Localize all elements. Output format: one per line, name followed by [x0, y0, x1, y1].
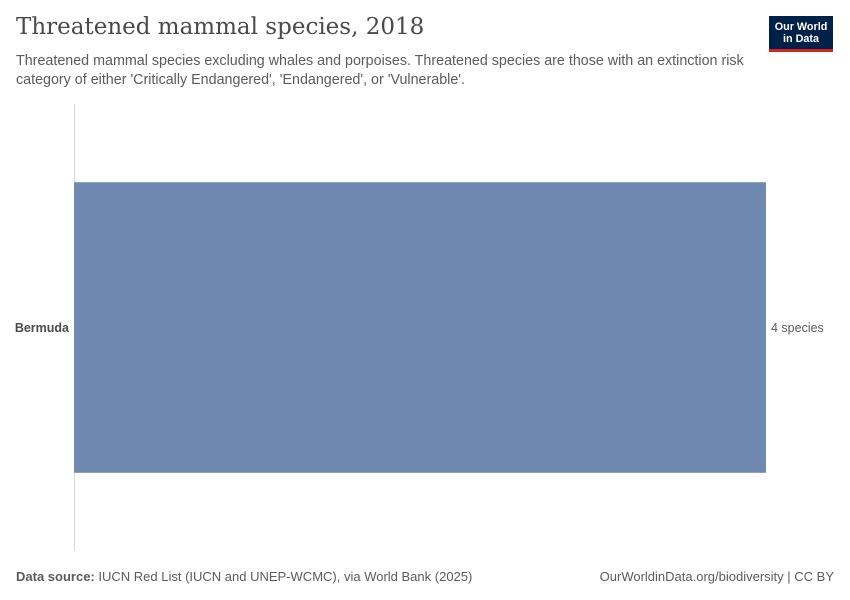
chart-subtitle: Threatened mammal species excluding whal… [16, 53, 744, 88]
category-label: Bermuda [15, 321, 70, 335]
data-source: Data source: IUCN Red List (IUCN and UNE… [16, 569, 472, 584]
value-label: 4 species [771, 321, 824, 335]
data-source-label: Data source: [16, 569, 95, 584]
data-source-text: IUCN Red List (IUCN and UNEP-WCMC), via … [98, 569, 473, 584]
bar-bermuda[interactable] [74, 182, 766, 473]
logo-line-2: in Data [783, 33, 819, 45]
chart-title: Threatened mammal species, 2018 [16, 14, 425, 40]
logo-line-1: Our World [774, 21, 828, 33]
bars-group: Bermuda 4 species [15, 182, 824, 473]
footer-link[interactable]: OurWorldinData.org/biodiversity | CC BY [599, 569, 834, 584]
owid-logo[interactable]: Our World in Data [769, 16, 833, 52]
